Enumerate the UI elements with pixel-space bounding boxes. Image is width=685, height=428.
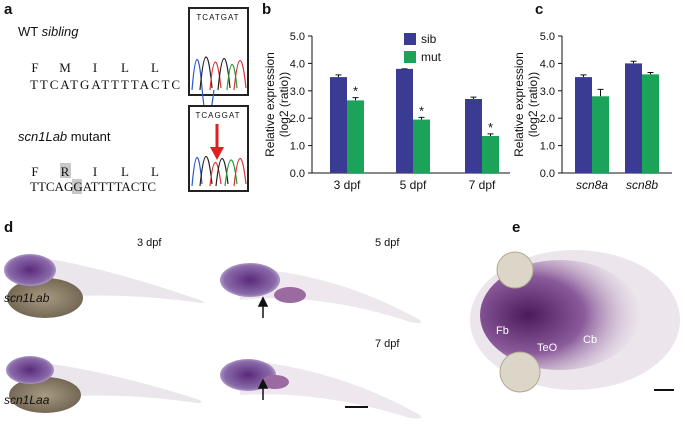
bar bbox=[347, 100, 364, 173]
highlight bbox=[60, 163, 71, 178]
y-tick-label: 1.0 bbox=[540, 141, 555, 153]
x-tick-label: 5 dpf bbox=[400, 178, 427, 192]
y-tick-label: 2.0 bbox=[540, 113, 555, 125]
y-tick-label: 0.0 bbox=[290, 168, 305, 180]
region-label: Fb bbox=[496, 325, 509, 337]
bar bbox=[482, 136, 499, 173]
x-tick-label: 3 dpf bbox=[334, 178, 361, 192]
panel-label: e bbox=[512, 219, 520, 236]
gene-label: scn1Laa bbox=[4, 393, 50, 407]
y-tick-label: 5.0 bbox=[290, 31, 305, 43]
y-tick-label: 5.0 bbox=[540, 31, 555, 43]
fish-image bbox=[4, 254, 422, 419]
bar bbox=[330, 77, 347, 173]
mutant-sequence: TTCAGGATTTTACTC bbox=[30, 179, 156, 194]
y-axis-label: (log2 (ratio)) bbox=[526, 72, 540, 137]
trace bbox=[191, 156, 247, 187]
panel-label: d bbox=[4, 219, 13, 236]
x-tick-label: 7 dpf bbox=[469, 178, 496, 192]
legend-label: sib bbox=[421, 32, 437, 46]
gene-label: scn1Lab bbox=[4, 291, 50, 305]
highlight bbox=[72, 179, 82, 194]
head-image bbox=[470, 250, 680, 393]
wt-sequence: TTCATGATTTTACTC bbox=[30, 77, 180, 92]
significance: * bbox=[353, 84, 358, 99]
bar bbox=[396, 68, 413, 173]
y-tick-label: 3.0 bbox=[540, 86, 555, 98]
amino-acid: F bbox=[31, 164, 38, 179]
bar bbox=[642, 74, 659, 173]
bar bbox=[465, 99, 482, 173]
mutant-title: scn1Lab mutant bbox=[18, 129, 111, 144]
y-tick-label: 4.0 bbox=[290, 58, 305, 70]
trace-text: TCAGGAT bbox=[195, 111, 240, 120]
y-axis-label: Relative expression bbox=[263, 52, 277, 157]
stage-label: 3 dpf bbox=[137, 237, 162, 249]
arrow bbox=[257, 296, 269, 400]
title-part: sibling bbox=[42, 24, 80, 39]
trace-text: TCATGAT bbox=[196, 13, 239, 22]
significance: * bbox=[419, 103, 424, 118]
seq-part: TTCA bbox=[30, 179, 65, 194]
y-axis-label: Relative expression bbox=[512, 52, 526, 157]
error-bar bbox=[647, 71, 654, 75]
amino-acid: I bbox=[93, 60, 97, 75]
amino-acid: L bbox=[151, 164, 159, 179]
panel-label: b bbox=[262, 1, 271, 18]
panel-label: a bbox=[4, 1, 13, 18]
error-bar bbox=[580, 74, 587, 78]
y-tick-label: 1.0 bbox=[290, 141, 305, 153]
bar bbox=[592, 96, 609, 173]
y-tick-label: 2.0 bbox=[290, 113, 305, 125]
y-tick-label: 4.0 bbox=[540, 58, 555, 70]
region-label: TeO bbox=[537, 342, 558, 354]
error-bar bbox=[335, 74, 342, 78]
amino-acid: I bbox=[93, 164, 97, 179]
title-part: WT bbox=[18, 24, 42, 39]
bar bbox=[575, 77, 592, 173]
error-bar bbox=[352, 97, 359, 101]
legend-swatch bbox=[404, 51, 416, 63]
significance: * bbox=[488, 120, 493, 135]
error-bar bbox=[597, 88, 604, 97]
bar bbox=[625, 63, 642, 173]
stage-label: 7 dpf bbox=[375, 338, 400, 350]
bar bbox=[413, 119, 430, 173]
amino-acid: R bbox=[61, 164, 70, 179]
panel-label: c bbox=[535, 1, 543, 18]
amino-acid: L bbox=[121, 60, 129, 75]
error-bar bbox=[487, 133, 494, 137]
x-tick-label: scn8a bbox=[576, 178, 608, 192]
seq-part: G bbox=[64, 179, 73, 194]
seq-part: GATTTTACTC bbox=[73, 179, 156, 194]
legend-swatch bbox=[404, 33, 416, 45]
stage-label: 5 dpf bbox=[375, 237, 400, 249]
wt-title: WT sibling bbox=[18, 24, 79, 39]
region-label: Cb bbox=[583, 334, 597, 346]
error-bar bbox=[630, 60, 637, 64]
arrow bbox=[210, 147, 224, 160]
x-tick-label: scn8b bbox=[626, 178, 658, 192]
error-bar bbox=[418, 116, 425, 120]
amino-acid: F bbox=[31, 60, 38, 75]
y-axis-label: (log2 (ratio)) bbox=[277, 72, 291, 137]
title-part: scn1Lab bbox=[18, 129, 67, 144]
title-part: mutant bbox=[67, 129, 111, 144]
amino-acid: L bbox=[121, 164, 129, 179]
y-tick-label: 3.0 bbox=[290, 86, 305, 98]
amino-acid: M bbox=[59, 60, 71, 75]
legend-label: mut bbox=[421, 50, 442, 64]
y-tick-label: 0.0 bbox=[540, 168, 555, 180]
error-bar bbox=[470, 96, 477, 100]
amino-acid: L bbox=[151, 60, 159, 75]
